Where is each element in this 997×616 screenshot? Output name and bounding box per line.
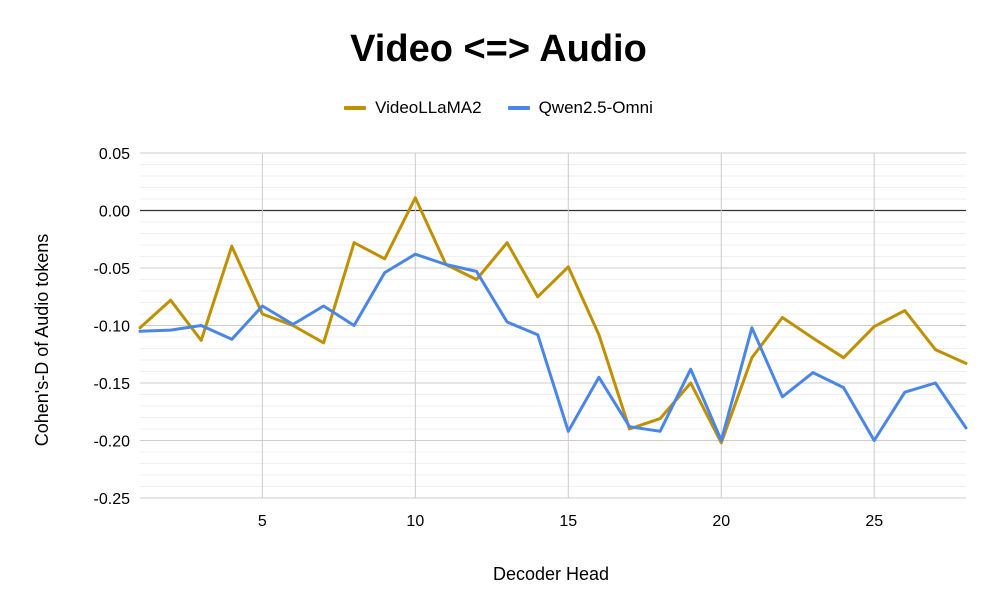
legend-label-qwen: Qwen2.5-Omni xyxy=(538,98,653,117)
y-tick-label: 0.05 xyxy=(99,146,130,163)
series-line-videollama2 xyxy=(138,196,968,445)
legend-item-qwen: Qwen2.5-Omni xyxy=(507,98,653,118)
y-tick-label: -0.20 xyxy=(94,434,131,451)
x-tick-label: 20 xyxy=(712,513,730,530)
legend: VideoLLaMA2 Qwen2.5-Omni xyxy=(0,98,997,118)
legend-swatch-videollama2 xyxy=(344,106,367,110)
x-tick-label: 25 xyxy=(865,513,883,530)
chart-title: Video <=> Audio xyxy=(350,28,647,70)
y-axis-ticks: 0.05 0.00 -0.05 -0.10 -0.15 -0.20 -0.25 xyxy=(94,146,131,508)
x-tick-label: 15 xyxy=(559,513,577,530)
legend-item-videollama2: VideoLLaMA2 xyxy=(344,98,482,118)
y-tick-label: -0.15 xyxy=(94,376,131,393)
y-tick-label: -0.10 xyxy=(94,319,131,336)
series-line-qwen2-5-omni xyxy=(138,252,968,442)
legend-label-videollama2: VideoLLaMA2 xyxy=(375,98,482,117)
y-tick-label: 0.00 xyxy=(99,204,130,221)
y-axis-label: Cohen's-D of Audio tokens xyxy=(32,234,52,447)
legend-swatch-qwen xyxy=(507,106,530,110)
series-lines xyxy=(138,196,968,445)
x-axis-ticks: 5 10 15 20 25 xyxy=(258,513,883,530)
y-tick-label: -0.25 xyxy=(94,491,131,508)
y-tick-label: -0.05 xyxy=(94,261,131,278)
x-axis-label: Decoder Head xyxy=(493,564,609,584)
x-tick-label: 10 xyxy=(406,513,424,530)
grid xyxy=(140,152,966,499)
x-tick-label: 5 xyxy=(258,513,267,530)
